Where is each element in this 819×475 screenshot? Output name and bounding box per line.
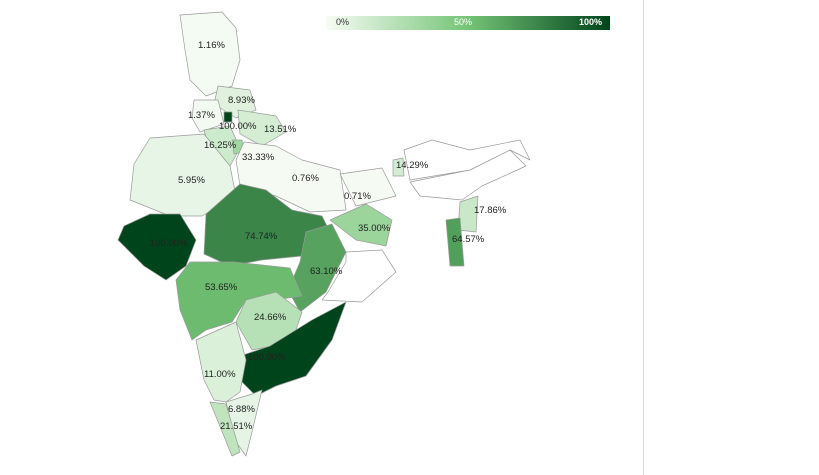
region-value-label: 33.33% <box>242 152 275 163</box>
region-value-label: 0.76% <box>292 173 319 184</box>
state-region[interactable] <box>191 99 225 133</box>
state-region[interactable] <box>223 111 233 123</box>
region-value-label: 8.93% <box>228 95 255 106</box>
state-region-nodata[interactable] <box>403 139 531 181</box>
legend-mid-label: 50% <box>454 17 473 27</box>
region-value-label: 1.16% <box>198 40 225 51</box>
region-value-label: 21.51% <box>220 421 253 432</box>
region-value-label: 64.57% <box>452 234 485 245</box>
state-region-nodata[interactable] <box>321 249 397 303</box>
region-value-label: 6.88% <box>228 404 255 415</box>
region-value-label: 24.66% <box>254 312 287 323</box>
state-region[interactable] <box>339 167 397 207</box>
state-region[interactable] <box>235 141 347 213</box>
region-value-label: 16.25% <box>204 140 237 151</box>
state-region[interactable] <box>195 321 247 403</box>
state-region[interactable] <box>392 157 405 177</box>
region-value-label: 100.00% <box>219 121 257 132</box>
region-value-label: 1.37% <box>188 110 215 121</box>
state-region[interactable] <box>329 203 393 247</box>
legend-max-label: 100% <box>578 17 602 27</box>
state-region[interactable] <box>287 223 347 313</box>
panel-divider <box>643 0 644 475</box>
color-scale-legend: 0% 50% 100% <box>326 16 610 30</box>
region-value-label: 100.00% <box>150 238 188 249</box>
region-value-label: 11.00% <box>204 369 236 380</box>
state-region[interactable] <box>445 217 465 267</box>
state-region[interactable] <box>129 133 237 217</box>
region-value-label: 63.10% <box>310 266 343 277</box>
region-value-label: 74.74% <box>245 231 278 242</box>
region-value-label: 35.00% <box>358 223 391 234</box>
region-value-label: 0.71% <box>344 191 371 202</box>
region-value-label: 100.00% <box>248 352 286 363</box>
region-value-label: 13.51% <box>264 124 297 135</box>
state-region[interactable] <box>239 301 347 397</box>
region-value-label: 17.86% <box>474 205 507 216</box>
state-region[interactable] <box>237 109 287 147</box>
state-region[interactable] <box>209 401 241 457</box>
legend-min-label: 0% <box>336 17 350 27</box>
state-region[interactable] <box>179 11 241 97</box>
region-value-label: 53.65% <box>205 282 238 293</box>
region-value-label: 5.95% <box>178 175 205 186</box>
state-region[interactable] <box>117 213 197 281</box>
region-value-label: 14.29% <box>396 160 429 171</box>
